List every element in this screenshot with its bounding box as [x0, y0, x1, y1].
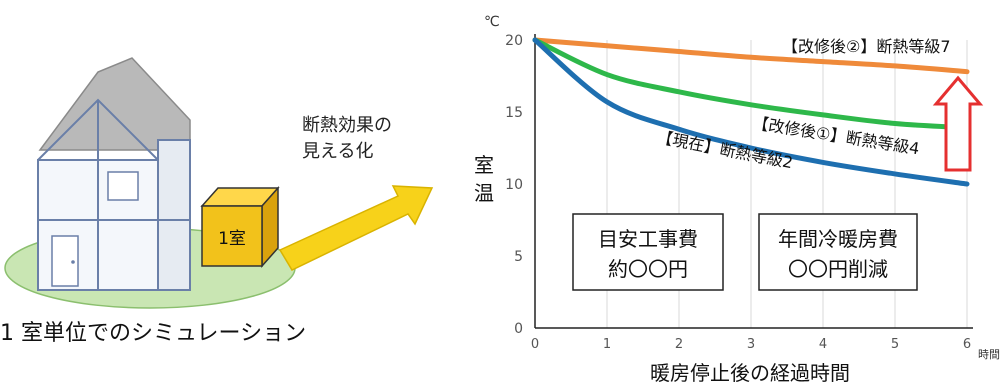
callout-line2: 見える化 [302, 141, 373, 162]
illustration-caption: 1 室単位でのシミュレーション [0, 321, 306, 346]
room-box-front [201, 205, 263, 267]
y-axis-label-char2: 温 [474, 181, 494, 205]
x-tick-label: 0 [531, 337, 539, 352]
series-line-grade2 [532, 37, 970, 187]
series-label-grade7: 【改修後②】断熱等級7 [782, 37, 951, 56]
series-line-grade4 [532, 37, 970, 131]
x-axis-label: 暖房停止後の経過時間 [650, 361, 850, 385]
y-tick-label: 5 [514, 249, 523, 265]
improvement-arrow [932, 75, 984, 172]
y-tick-label: 20 [505, 33, 523, 49]
series-line-grade7 [532, 37, 970, 75]
house-side [157, 139, 191, 291]
saving-box-line2: 〇〇円削減 [788, 257, 888, 281]
house-illustration: 1室 断熱効果の 見える化 1 室単位でのシミュレーション [0, 57, 434, 346]
x-tick-label: 1 [603, 337, 611, 352]
x-unit-label: 時間 [978, 348, 1000, 361]
saving-box [758, 213, 918, 291]
room-box-label: 1室 [218, 229, 246, 249]
callout-line1: 断熱効果の [302, 115, 392, 136]
y-unit-label: ℃ [484, 14, 500, 30]
callout-arrow [278, 185, 434, 271]
y-tick-label: 15 [505, 105, 523, 121]
cost-box [572, 213, 724, 291]
y-tick-label: 0 [514, 321, 523, 337]
y-tick-label: 10 [505, 177, 523, 193]
y-axis-label-char1: 室 [474, 153, 494, 177]
cost-box-line2: 約〇〇円 [608, 257, 688, 281]
saving-box-line1: 年間冷暖房費 [778, 227, 898, 251]
chart-series [532, 37, 970, 187]
house-window [107, 171, 139, 201]
door-knob [71, 260, 75, 264]
cost-box-line1: 目安工事費 [598, 227, 698, 251]
x-tick-label: 5 [891, 337, 899, 352]
x-tick-label: 6 [963, 337, 971, 352]
chart-axes [534, 34, 973, 329]
x-tick-label: 2 [675, 337, 683, 352]
x-tick-label: 3 [747, 337, 755, 352]
x-tick-label: 4 [819, 337, 827, 352]
